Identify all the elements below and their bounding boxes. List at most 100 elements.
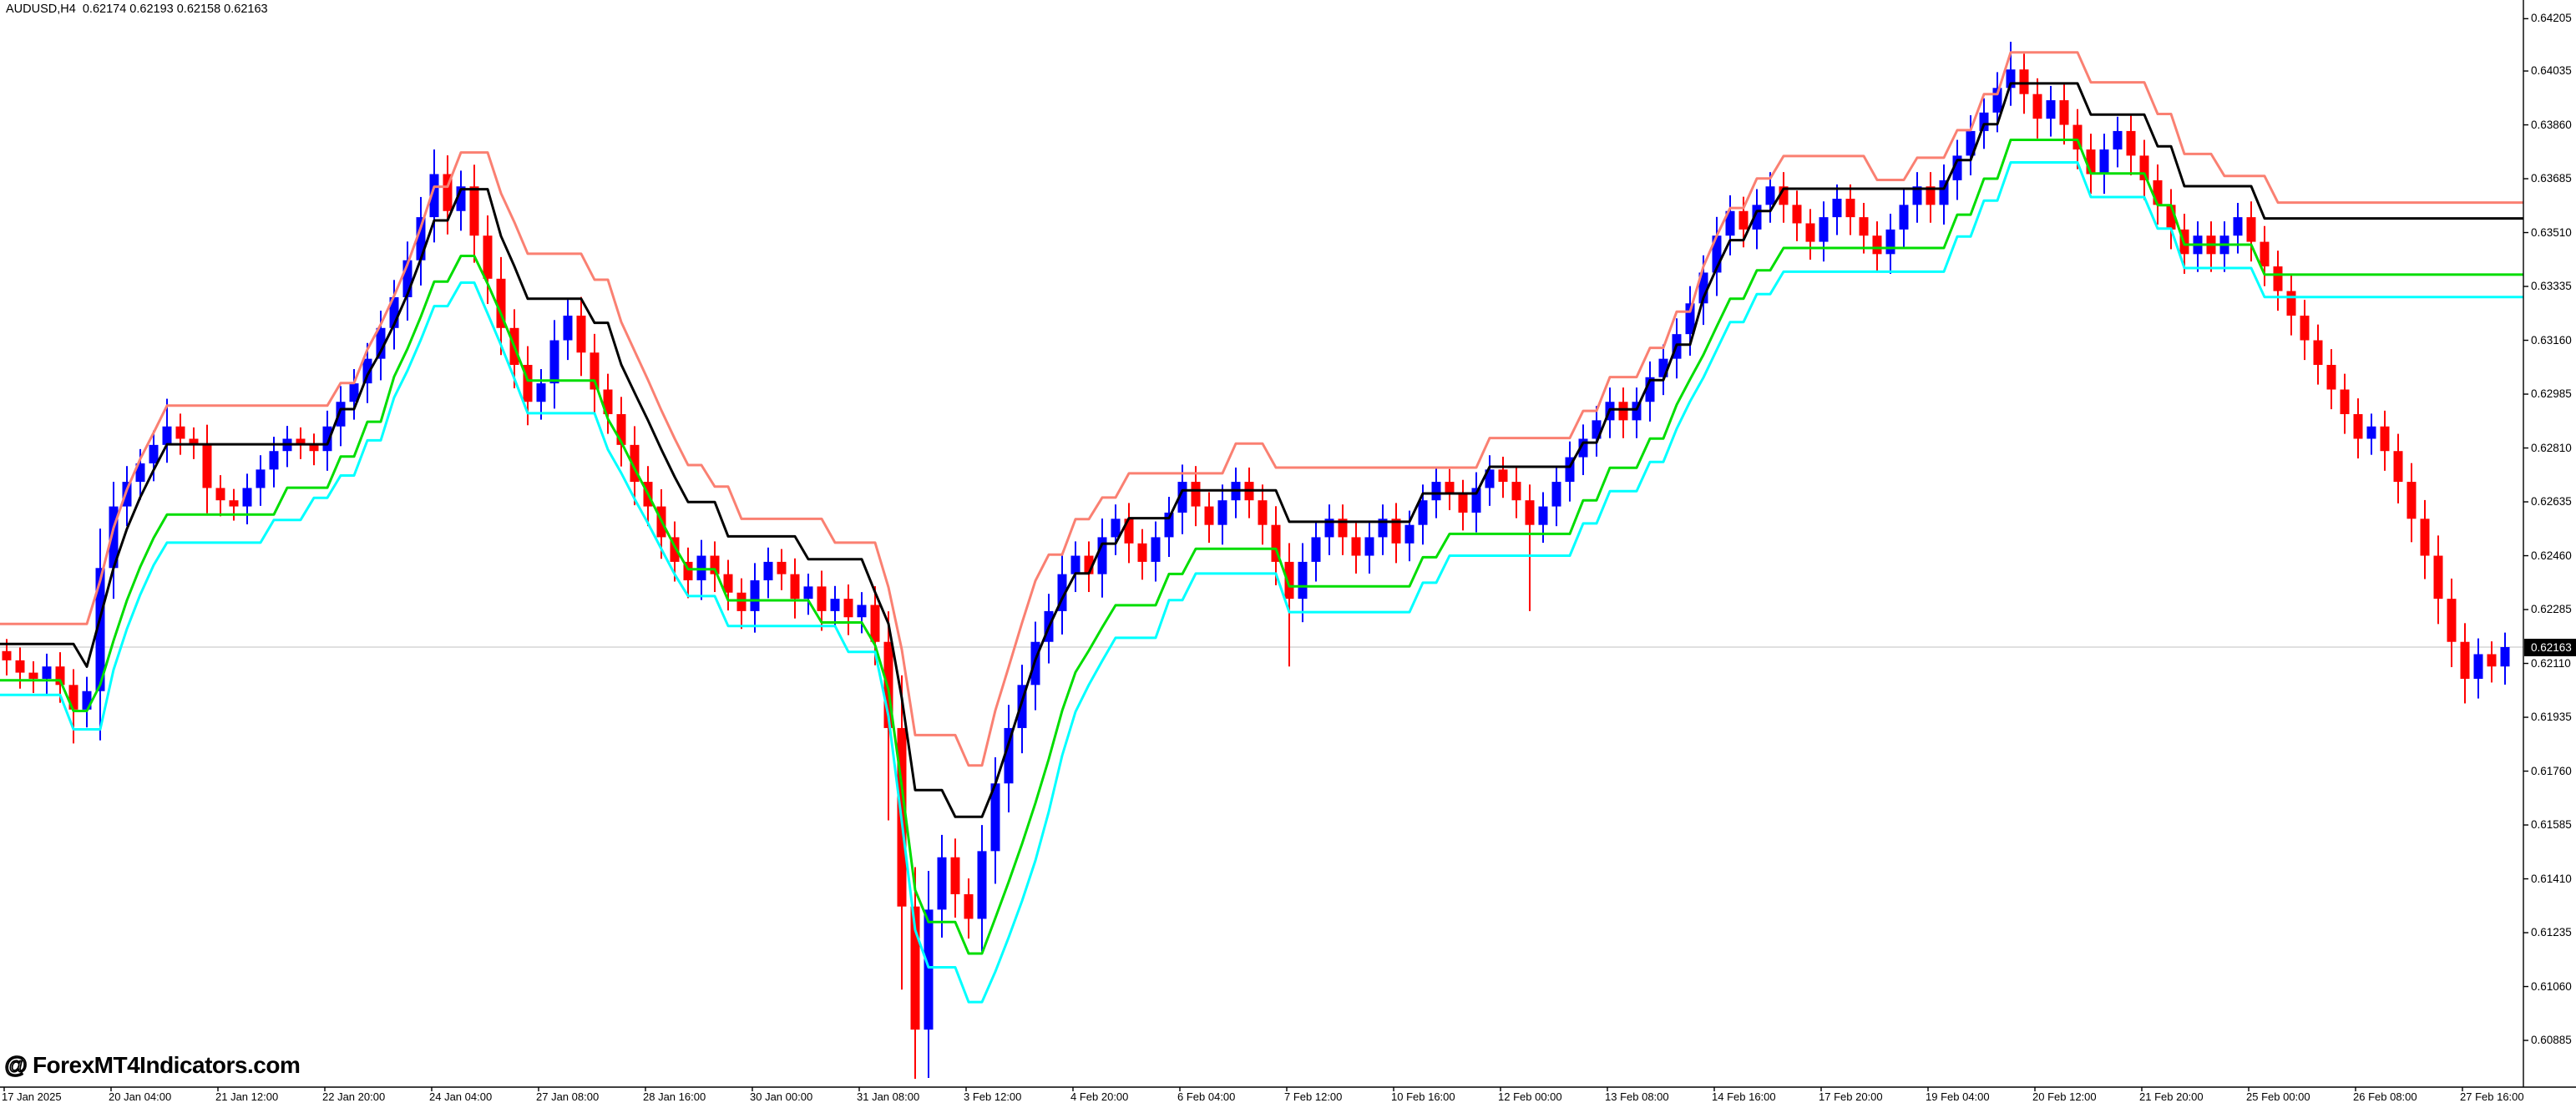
time-axis-label: 17 Feb 20:00 — [1819, 1090, 1883, 1103]
candle-body — [1298, 561, 1308, 600]
candle-body — [443, 174, 453, 211]
indicator-line-lowest — [0, 161, 2523, 1004]
price-axis-label: 0.64205 — [2531, 12, 2572, 25]
candle-body — [496, 278, 506, 328]
time-axis-label: 27 Jan 08:00 — [536, 1090, 600, 1103]
candle-body — [389, 296, 399, 328]
indicator-line-mid — [0, 82, 2523, 818]
candle-body — [135, 463, 145, 483]
price-axis-label: 0.63160 — [2531, 333, 2572, 347]
candle-body — [1912, 186, 1922, 205]
candle-body — [309, 444, 319, 452]
candle-body — [1137, 543, 1147, 562]
candle-body — [2353, 413, 2363, 439]
candle-body — [2139, 155, 2149, 180]
candle-body — [1017, 685, 1027, 728]
candle-body — [1752, 205, 1762, 230]
candle-body — [349, 383, 359, 402]
candle-body — [2273, 266, 2283, 291]
time-axis-label: 19 Feb 04:00 — [1926, 1090, 1990, 1103]
current-price-badge: 0.62163 — [2524, 639, 2576, 656]
candle-body — [1004, 727, 1014, 784]
candle-body — [523, 365, 533, 402]
candle-body — [2246, 217, 2256, 242]
candle-body — [28, 672, 38, 679]
candle-body — [2046, 100, 2056, 119]
candle-body — [843, 599, 853, 618]
candle-body — [1111, 519, 1121, 538]
candle-body — [763, 561, 773, 581]
candle-body — [1698, 272, 1708, 304]
price-axis-label: 0.61760 — [2531, 764, 2572, 777]
candle-body — [189, 438, 199, 445]
candle-body — [2166, 205, 2176, 230]
candle-body — [590, 352, 600, 390]
candle-body — [2286, 291, 2296, 316]
candle-body — [1779, 186, 1789, 205]
candle-body — [1217, 500, 1227, 525]
candle-body — [1311, 537, 1321, 562]
candle-body — [924, 909, 934, 1030]
time-axis-label: 6 Feb 04:00 — [1177, 1090, 1236, 1103]
candle-body — [1084, 555, 1094, 574]
candle-body — [1271, 524, 1281, 562]
candle-body — [95, 568, 105, 691]
candle-body — [1725, 210, 1735, 236]
candle-wick — [1288, 543, 1290, 667]
candle-body — [1578, 438, 1588, 458]
candle-body — [362, 358, 372, 384]
candle-body — [2072, 124, 2083, 150]
candle-body — [563, 316, 573, 341]
candle-body — [2086, 149, 2096, 175]
price-axis-label: 0.63335 — [2531, 280, 2572, 293]
candle-body — [1391, 519, 1401, 544]
candle-body — [2260, 241, 2270, 267]
candle-body — [162, 426, 172, 445]
candle-body — [2473, 654, 2483, 679]
candle-body — [603, 389, 613, 414]
candle-body — [483, 235, 493, 279]
candle-body — [1458, 493, 1468, 513]
candle-body — [2126, 130, 2136, 156]
candle-body — [1164, 512, 1174, 538]
time-axis-label: 3 Feb 12:00 — [964, 1090, 1022, 1103]
candle-body — [576, 316, 586, 353]
price-axis-label: 0.64035 — [2531, 64, 2572, 78]
candle-body — [1498, 469, 1508, 483]
candle-body — [750, 580, 760, 611]
time-axis-label: 12 Feb 00:00 — [1498, 1090, 1562, 1103]
candle-body — [1872, 235, 1882, 255]
candle-body — [2, 650, 12, 660]
candle-body — [2019, 69, 2029, 94]
candle-body — [1538, 506, 1548, 525]
candle-body — [777, 561, 787, 574]
candle-body — [1979, 112, 1989, 131]
candle-body — [1832, 198, 1842, 218]
candle-body — [1404, 524, 1415, 544]
time-axis-label: 26 Feb 08:00 — [2353, 1090, 2417, 1103]
candle-body — [2366, 426, 2376, 439]
candle-body — [1471, 488, 1481, 513]
candle-body — [1819, 217, 1829, 242]
candle-body — [322, 426, 332, 452]
candle-body — [1351, 537, 1361, 556]
candle-body — [2447, 599, 2457, 642]
candle-body — [857, 605, 867, 618]
candle-body — [1845, 198, 1855, 218]
candle-body — [122, 482, 132, 507]
price-axis-label: 0.62285 — [2531, 603, 2572, 616]
price-axis-label: 0.62110 — [2531, 656, 2571, 670]
time-axis-label: 31 Jan 08:00 — [857, 1090, 920, 1103]
time-axis-label: 20 Jan 04:00 — [109, 1090, 172, 1103]
price-axis-label: 0.61410 — [2531, 872, 2572, 885]
price-axis-label: 0.62635 — [2531, 495, 2572, 508]
price-axis-label: 0.60885 — [2531, 1034, 2572, 1047]
candle-body — [2233, 217, 2243, 236]
price-axis-label: 0.61235 — [2531, 926, 2572, 939]
price-axis-label: 0.63685 — [2531, 172, 2572, 185]
candle-body — [2006, 69, 2016, 89]
candle-body — [296, 438, 306, 445]
candle-body — [990, 783, 1000, 852]
